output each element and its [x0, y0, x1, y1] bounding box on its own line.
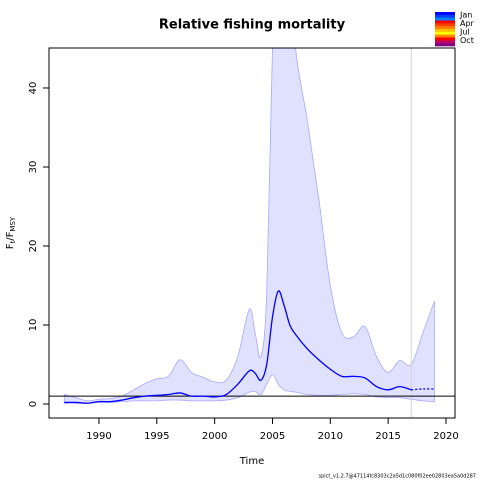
- series-line: [64, 290, 412, 404]
- legend-swatch: [435, 34, 455, 38]
- x-tick-label: 2010: [318, 431, 343, 442]
- legend-swatch: [435, 17, 455, 21]
- x-tick-label: 2020: [433, 431, 458, 442]
- x-tick-label: 1990: [86, 431, 111, 442]
- legend-swatch: [435, 29, 455, 33]
- plot-frame: [48, 47, 456, 419]
- y-tick-label: 30: [28, 161, 39, 174]
- legend-swatch: [435, 26, 455, 30]
- y-tick-label: 40: [28, 82, 39, 95]
- x-tick-label: 2015: [375, 431, 400, 442]
- y-label-part: MSY: [9, 216, 17, 231]
- y-axis-label: Ft/FMSY: [5, 216, 17, 249]
- plot-area: [49, 48, 455, 418]
- y-label-part: /F: [5, 231, 16, 240]
- chart-title: Relative fishing mortality: [159, 18, 346, 33]
- legend-swatch: [435, 14, 455, 18]
- legend-swatch: [435, 43, 455, 47]
- legend-swatch: [435, 12, 455, 16]
- y-tick-label: 0: [28, 401, 39, 407]
- legend-label: Oct: [460, 36, 474, 45]
- series-line: [411, 388, 435, 391]
- x-tick-label: 2005: [260, 431, 285, 442]
- footer: spict_v1.2.7@47114fc8303c2a5d1c080f02ee0…: [319, 474, 477, 480]
- legend-label: Jan: [459, 11, 472, 20]
- y-tick-label: 10: [28, 319, 39, 332]
- x-tick-label: 2000: [202, 431, 227, 442]
- legend-swatch: [435, 37, 455, 41]
- legend-swatch: [435, 23, 455, 27]
- legend-label: Jul: [459, 28, 470, 37]
- legend-swatch: [435, 40, 455, 44]
- y-tick-label: 20: [28, 240, 39, 253]
- legend-swatch: [435, 20, 455, 24]
- x-axis-label: Time: [239, 456, 264, 467]
- legend-label: Apr: [460, 19, 475, 28]
- y-label-part: F: [5, 243, 16, 249]
- x-tick-label: 1995: [144, 431, 169, 442]
- legend-swatch: [435, 31, 455, 35]
- confidence-band: [63, 48, 435, 404]
- y-label-part: t: [9, 240, 17, 243]
